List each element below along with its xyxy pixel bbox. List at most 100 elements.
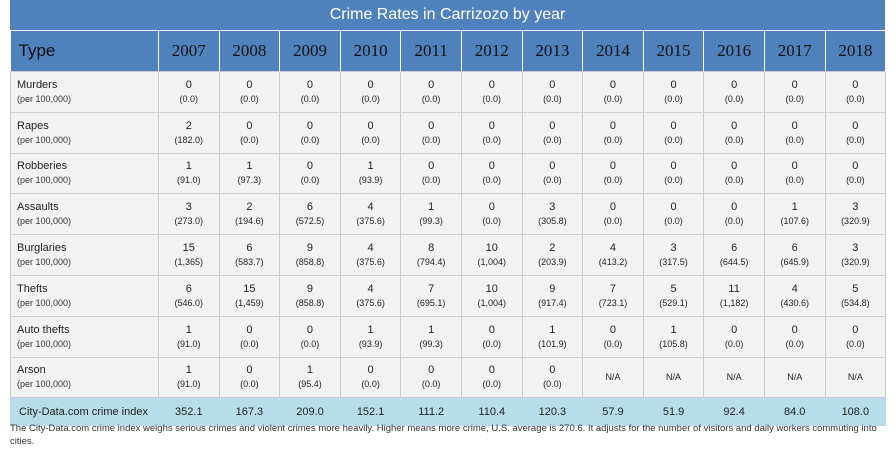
- crime-count: 6: [246, 242, 253, 255]
- data-cell: 3 (320.9): [824, 193, 887, 236]
- crime-rate: (93.9): [358, 338, 383, 349]
- crime-count: 4: [367, 282, 374, 295]
- crime-count: 6: [306, 201, 314, 214]
- crime-rate: (0.0): [361, 379, 380, 390]
- data-cell: 5 (534.8): [824, 274, 887, 317]
- crime-rate: (1,459): [235, 297, 264, 308]
- crime-count: 0: [609, 160, 617, 173]
- crime-rate: (0.0): [664, 175, 683, 186]
- data-cell: 3 (305.8): [521, 193, 584, 236]
- crime-count: 0: [549, 119, 556, 132]
- crime-rate: (203.9): [538, 257, 567, 268]
- crime-count: 0: [609, 323, 617, 336]
- crime-count: 1: [791, 201, 798, 214]
- crime-index-value: 92.4: [703, 397, 765, 427]
- crime-rate: (0.0): [543, 93, 562, 104]
- data-cell: 6 (583.7): [218, 234, 281, 276]
- crime-count: 0: [306, 323, 314, 336]
- crime-type-label: Murders: [17, 78, 58, 91]
- crime-rate: (93.9): [358, 175, 383, 186]
- crime-count: 2: [246, 201, 253, 214]
- data-cell: 4 (375.6): [339, 193, 402, 236]
- data-cell: 0 (0.0): [642, 111, 705, 154]
- crime-count: 4: [367, 242, 374, 255]
- crime-rate: (0.0): [300, 134, 320, 145]
- year-header-2014: 2014: [582, 31, 644, 72]
- crime-count: 2: [549, 242, 556, 255]
- crime-rate: (0.0): [603, 338, 623, 349]
- data-cell: 0 (0.0): [339, 111, 402, 154]
- rate-unit-label: (per 100,000): [17, 175, 72, 186]
- rate-unit-label: (per 100,000): [17, 134, 72, 145]
- crime-count: N/A: [847, 372, 863, 383]
- data-cell: 0 (0.0): [521, 111, 584, 154]
- crime-count: 15: [243, 282, 256, 295]
- crime-count: 7: [609, 282, 617, 295]
- year-header-2018: 2018: [825, 31, 887, 72]
- crime-count: 1: [185, 364, 192, 377]
- crime-count: 10: [485, 242, 498, 255]
- crime-index-value: 57.9: [582, 397, 644, 427]
- table-row: Thefts (per 100,000) 6 (546.0) 15 (1,459) 9 (85…: [10, 274, 887, 317]
- data-cell: 6 (645.9): [763, 234, 826, 276]
- crime-rates-table: Type 2007 2008 2009 2010 2011 2012 2013 2014 201…: [10, 31, 887, 427]
- crime-rate: (572.5): [295, 216, 325, 227]
- crime-type-cell: Robberies (per 100,000): [10, 152, 159, 195]
- crime-count: 0: [731, 119, 738, 132]
- crime-count: 1: [428, 323, 435, 336]
- crime-rate: (105.8): [659, 338, 688, 349]
- crime-rate: (0.0): [664, 216, 683, 227]
- rate-unit-label: (per 100,000): [17, 297, 72, 308]
- table-row: Arson (per 100,000) 1 (91.0) 0 (0.0) 1 (95.4) 0 (…: [10, 356, 887, 399]
- crime-rate: (99.3): [419, 338, 443, 349]
- crime-rate: (97.3): [237, 175, 262, 186]
- crime-rate: (0.0): [603, 134, 623, 145]
- crime-rate: (0.0): [482, 216, 502, 227]
- crime-rate: (645.9): [780, 257, 809, 268]
- data-cell: 0 (0.0): [400, 111, 462, 154]
- crime-rate: (534.8): [841, 297, 870, 308]
- crime-count: 0: [670, 201, 677, 214]
- crime-rate: (0.0): [846, 175, 865, 186]
- crime-rate: (0.0): [482, 379, 502, 390]
- crime-count: 0: [246, 364, 253, 377]
- data-cell: 11 (1,182): [703, 274, 765, 317]
- crime-count: 9: [306, 242, 314, 255]
- crime-count: 0: [609, 78, 617, 91]
- data-cell: 4 (430.6): [763, 274, 826, 317]
- crime-count: 0: [670, 78, 677, 91]
- data-cell: 0 (0.0): [460, 111, 523, 154]
- crime-count: 0: [731, 160, 738, 173]
- year-header-2013: 2013: [522, 31, 584, 72]
- data-cell: 0 (0.0): [460, 71, 523, 113]
- crime-index-value: 110.4: [460, 397, 523, 427]
- crime-rate: (0.0): [785, 134, 804, 145]
- data-cell: 0 (0.0): [642, 152, 705, 195]
- crime-rate: (375.6): [356, 257, 385, 268]
- crime-rate: (0.0): [724, 216, 744, 227]
- crime-count: 0: [246, 78, 253, 91]
- data-cell: 0 (0.0): [642, 193, 705, 236]
- data-cell: 6 (644.5): [703, 234, 765, 276]
- crime-count: 0: [306, 160, 314, 173]
- crime-rate: (0.0): [361, 134, 380, 145]
- data-cell: 0 (0.0): [339, 356, 402, 399]
- crime-rate: (91.0): [177, 338, 201, 349]
- crime-rate: (0.0): [846, 93, 865, 104]
- table-title: Crime Rates in Carrizozo by year: [10, 0, 885, 31]
- crime-index-label: City-Data.com crime index: [10, 397, 159, 427]
- crime-count: 4: [609, 242, 617, 255]
- data-cell: 0 (0.0): [703, 111, 765, 154]
- crime-count: N/A: [726, 372, 742, 383]
- crime-count: 0: [185, 78, 192, 91]
- crime-rate: (858.8): [295, 297, 325, 308]
- data-cell: 3 (317.5): [642, 234, 705, 276]
- data-cell: 0 (0.0): [460, 356, 523, 399]
- data-cell: 0 (0.0): [400, 356, 462, 399]
- crime-rate: (1,182): [719, 297, 749, 308]
- data-cell: 0 (0.0): [158, 71, 220, 113]
- data-cell: 3 (320.9): [824, 234, 887, 276]
- data-cell: N/A: [642, 356, 705, 399]
- crime-type-cell: Arson (per 100,000): [10, 356, 159, 399]
- data-cell: 0 (0.0): [703, 315, 765, 358]
